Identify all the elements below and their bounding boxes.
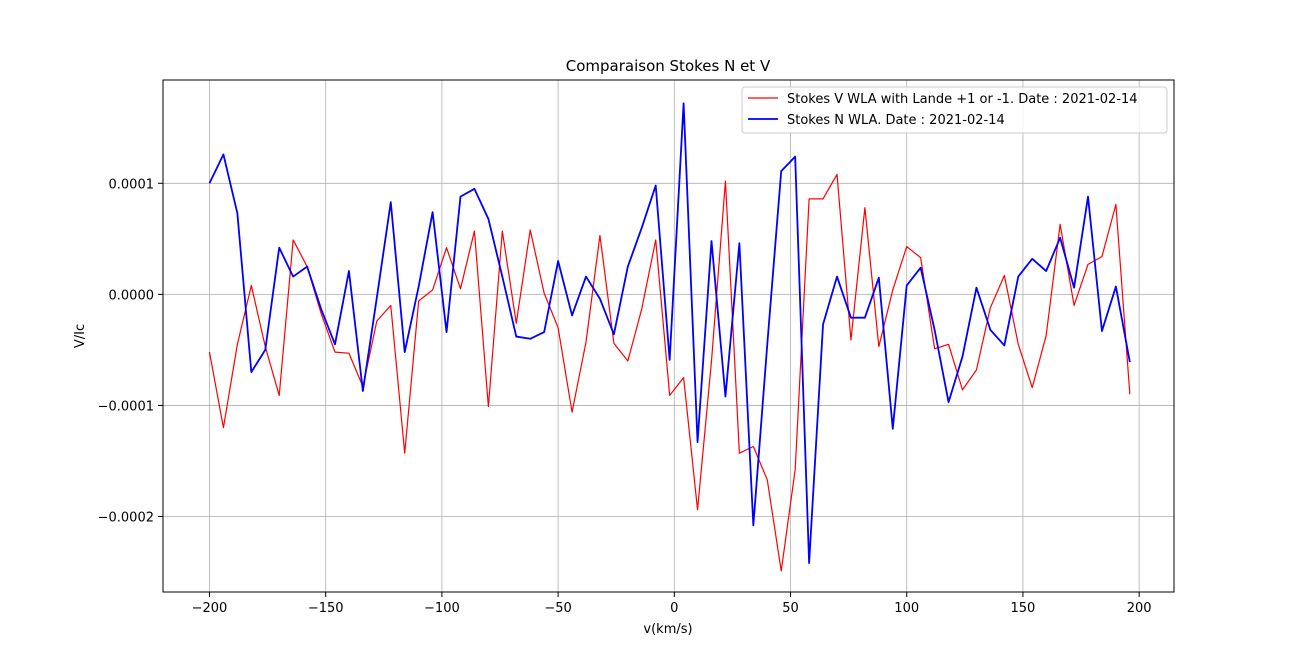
x-tick-label: −150 <box>308 601 344 616</box>
plot-frame <box>162 79 1175 593</box>
x-tick-label: 0 <box>670 601 678 616</box>
series-layer <box>208 102 1131 572</box>
x-gridlines <box>209 80 1140 592</box>
x-ticks: −200 −150 −100 −50 0 50 100 150 200 <box>192 592 1152 616</box>
y-tick-label: −0.0002 <box>98 510 154 525</box>
y-tick-label: 0.0000 <box>109 288 155 303</box>
y-axis-label: V/Ic <box>73 324 88 348</box>
y-tick-label: −0.0001 <box>98 399 154 414</box>
legend-label-stokes-n: Stokes N WLA. Date : 2021-02-14 <box>787 113 1005 128</box>
x-tick-label: 50 <box>782 601 799 616</box>
x-tick-label: 200 <box>1127 601 1152 616</box>
legend-box <box>741 86 1168 134</box>
x-tick-label: −100 <box>424 601 460 616</box>
x-axis-label: v(km/s) <box>643 622 692 637</box>
series-line-stokes-n <box>208 102 1131 565</box>
legend-label-stokes-v: Stokes V WLA with Lande +1 or -1. Date :… <box>787 92 1137 107</box>
x-tick-label: −50 <box>544 601 571 616</box>
y-gridlines <box>163 182 1174 517</box>
x-tick-label: 100 <box>894 601 919 616</box>
chart-title: Comparaison Stokes N et V <box>566 57 771 75</box>
x-tick-label: −200 <box>192 601 228 616</box>
y-tick-label: 0.0001 <box>109 177 155 192</box>
x-tick-label: 150 <box>1011 601 1036 616</box>
legend: Stokes V WLA with Lande +1 or -1. Date :… <box>741 86 1168 134</box>
y-ticks: 0.0001 0.0000 −0.0001 −0.0002 <box>98 177 163 525</box>
